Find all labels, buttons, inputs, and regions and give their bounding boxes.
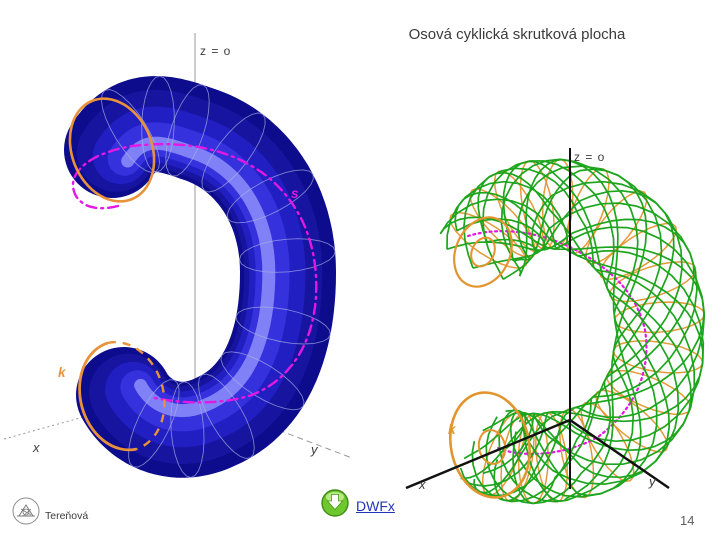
figure-left-solid-surface [3, 33, 353, 478]
circle-k-bottom-hidden [107, 340, 166, 451]
slide-title: Osová cyklická skrutková plocha [408, 26, 626, 43]
y-axis-label-left: y [311, 442, 318, 457]
y-axis-label-right: y [649, 474, 656, 489]
helix-s-label: s [291, 186, 299, 201]
helix-dotted [466, 229, 648, 456]
author-name: Tereňová [45, 510, 89, 522]
circle-k-top [68, 97, 156, 203]
z-axis-label-left: z = o [200, 44, 232, 58]
helix-s [71, 142, 318, 404]
dwfx-download-link[interactable]: DWFx [356, 498, 395, 514]
circle-k-label-right: k [448, 422, 456, 437]
y-axis-right [569, 418, 670, 490]
x-axis-right [405, 418, 571, 490]
circle-k-bottom-front [78, 341, 137, 452]
download-icon[interactable] [321, 489, 349, 517]
z-axis-label-right: z = o [574, 150, 606, 164]
page-number: 14 [680, 513, 695, 528]
circle-k-label-left: k [58, 365, 66, 380]
x-axis-label-right: x [419, 477, 426, 492]
x-axis-label-left: x [33, 440, 40, 455]
school-logo-icon [12, 497, 40, 525]
figure-right-wireframe-surface [405, 148, 706, 505]
circle-k-top-right [453, 216, 513, 288]
